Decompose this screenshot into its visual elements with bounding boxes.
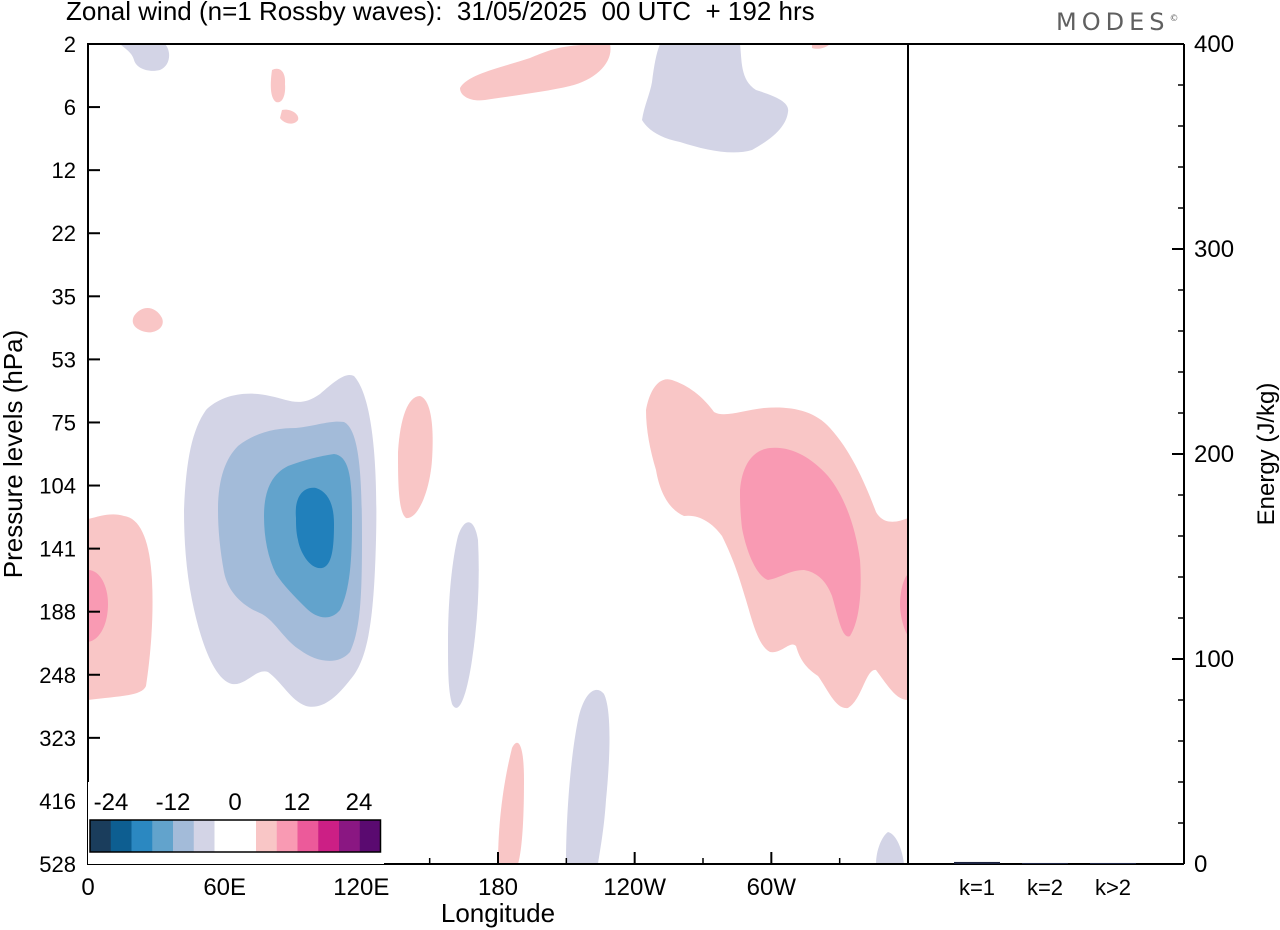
- contour-negative-4: [295, 487, 334, 569]
- colorbar-swatch: [193, 820, 215, 852]
- contour-negative: [120, 44, 170, 71]
- energy-tick-label: 0: [1194, 851, 1207, 878]
- contour-positive-strong: [88, 570, 108, 642]
- y-ticks: 2 6 12 22 35 53 75 104 141 188 248 323 416 528: [39, 32, 100, 877]
- contour-negative: [566, 689, 610, 864]
- contour-field: [88, 44, 908, 864]
- y-tick-label: 141: [39, 537, 76, 562]
- contour-negative: [448, 522, 479, 708]
- y-tick-label: 2: [64, 32, 76, 57]
- colorbar-swatch: [214, 820, 236, 852]
- y-tick-label: 35: [52, 284, 76, 309]
- energy-tick-label: 200: [1194, 441, 1234, 468]
- colorbar-label: 12: [284, 789, 311, 816]
- contour-negative: [876, 832, 904, 864]
- x-ticks: 0 60E 120E 180 120W 60W: [81, 852, 841, 901]
- colorbar-label: -12: [156, 789, 191, 816]
- colorbar-swatch: [256, 820, 278, 852]
- contour-positive: [132, 307, 163, 333]
- colorbar-swatch: [235, 820, 257, 852]
- x-tick-label: 0: [81, 874, 94, 901]
- modes-logo: MODES©: [1056, 8, 1178, 36]
- y-tick-label: 188: [39, 600, 76, 625]
- colorbar-label: -24: [94, 789, 129, 816]
- energy-bar: [1022, 862, 1068, 864]
- energy-category-label: k=2: [1027, 875, 1063, 900]
- colorbar-swatch: [173, 820, 195, 852]
- x-tick-label: 120E: [333, 874, 389, 901]
- energy-bars: k=1 k=2 k>2: [954, 861, 1136, 900]
- colorbar-frame: [89, 819, 382, 853]
- x-tick-label: 180: [478, 874, 518, 901]
- energy-category-label: k>2: [1095, 875, 1131, 900]
- chart-title: Zonal wind (n=1 Rossby waves): 31/05/202…: [66, 0, 815, 26]
- y-axis-label: Pressure levels (hPa): [0, 330, 28, 579]
- copyright-mark: ©: [1169, 14, 1179, 24]
- y-tick-label: 53: [52, 347, 76, 372]
- colorbar-label: 0: [228, 789, 241, 816]
- contour-positive-strong: [900, 574, 908, 636]
- energy-ticks: 0 100 200 300 400: [1172, 31, 1234, 878]
- colorbar-label: 24: [346, 789, 373, 816]
- energy-bar: [954, 861, 1000, 864]
- x-tick-label: 60E: [203, 874, 246, 901]
- contour-negative: [642, 44, 789, 153]
- logo-text: MODES: [1056, 8, 1170, 36]
- y-tick-label: 104: [39, 474, 76, 499]
- energy-category-label: k=1: [959, 875, 995, 900]
- colorbar-swatch: [90, 820, 112, 852]
- energy-tick-label: 100: [1194, 646, 1234, 673]
- colorbar-swatch: [276, 820, 298, 852]
- x-tick-label: 120W: [603, 874, 666, 901]
- x-tick-label: 60W: [747, 874, 797, 901]
- colorbar-swatch: [297, 820, 319, 852]
- colorbar-swatch: [318, 820, 340, 852]
- y-tick-label: 6: [64, 95, 76, 120]
- colorbar-swatch: [131, 820, 153, 852]
- y-tick-label: 323: [39, 726, 76, 751]
- contour-positive: [88, 514, 153, 700]
- contour-positive: [812, 44, 830, 49]
- energy-axis-label: Energy (J/kg): [1253, 383, 1280, 526]
- energy-tick-label: 400: [1194, 31, 1234, 58]
- energy-tick-label: 300: [1194, 236, 1234, 263]
- contour-positive-strong: [740, 447, 861, 637]
- contour-positive: [270, 68, 286, 103]
- contour-positive: [398, 396, 433, 519]
- contour-positive: [460, 44, 611, 101]
- y-tick-label: 75: [52, 410, 76, 435]
- colorbar-swatch: [152, 820, 174, 852]
- energy-bar: [1090, 862, 1136, 864]
- colorbar-swatch: [359, 820, 381, 852]
- y-tick-label: 12: [52, 158, 76, 183]
- y-tick-label: 22: [52, 221, 76, 246]
- y-tick-label: 416: [39, 789, 76, 814]
- colorbar-swatch: [110, 820, 132, 852]
- colorbar: -24 -12 0 12 24: [88, 782, 384, 864]
- contour-positive: [280, 109, 299, 124]
- y-tick-label: 528: [39, 852, 76, 877]
- x-axis-label: Longitude: [441, 898, 555, 928]
- colorbar-swatch: [339, 820, 361, 852]
- y-tick-label: 248: [39, 663, 76, 688]
- contour-positive: [498, 742, 524, 864]
